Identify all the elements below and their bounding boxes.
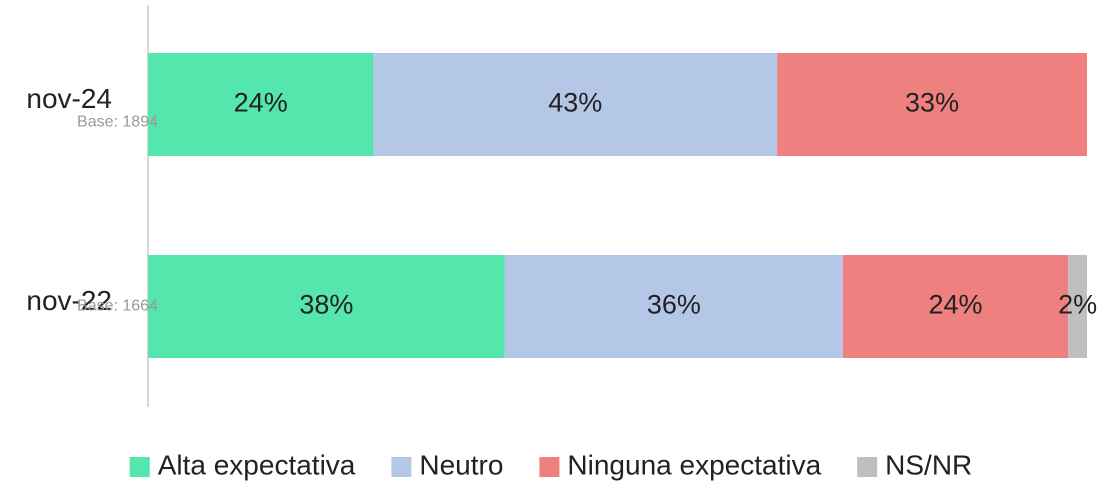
data-label: 43%: [548, 88, 602, 118]
bar-segment: [1068, 255, 1087, 358]
legend-label: Neutro: [419, 449, 503, 480]
bar-segment: [148, 255, 505, 358]
bar-segment: [777, 53, 1087, 156]
bar-segment: [373, 53, 778, 156]
category-label: nov-22: [26, 285, 112, 316]
bar-segment: [504, 255, 843, 358]
legend-swatch: [391, 457, 412, 477]
base-label: Base: 1664: [77, 298, 158, 315]
data-label: 24%: [234, 88, 288, 118]
legend-swatch: [129, 457, 150, 477]
bar-segment: [842, 255, 1069, 358]
data-label: 36%: [647, 290, 701, 320]
bar-segment: [148, 53, 374, 156]
legend-swatch: [857, 457, 878, 477]
legend-swatch: [539, 457, 560, 477]
base-label: Base: 1894: [77, 114, 158, 131]
legend-label: Ninguna expectativa: [567, 449, 821, 480]
data-label: 2%: [1058, 290, 1097, 320]
data-label: 24%: [929, 290, 983, 320]
category-label: nov-24: [26, 83, 112, 114]
data-label: 38%: [299, 290, 353, 320]
legend-label: NS/NR: [885, 449, 972, 480]
legend-label: Alta expectativa: [158, 449, 356, 480]
data-label: 33%: [905, 88, 959, 118]
